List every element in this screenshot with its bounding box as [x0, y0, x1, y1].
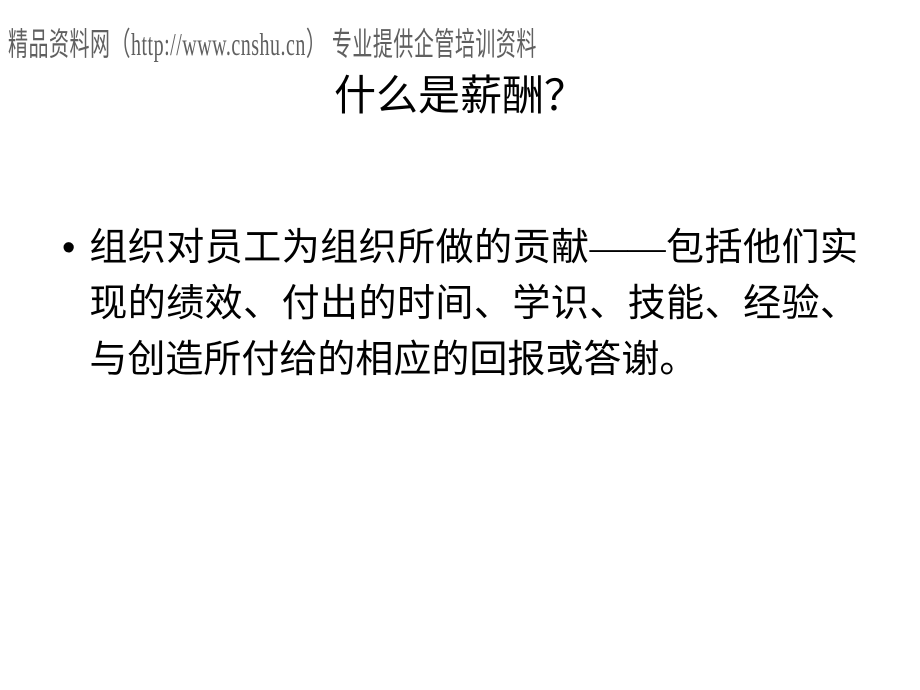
bullet-text: 组织对员工为组织所做的贡献——包括他们实现的绩效、付出的时间、学识、技能、经验、… [89, 220, 858, 388]
slide-title: 什么是薪酬？ [0, 62, 920, 123]
bullet-marker: • [62, 220, 75, 276]
bullet-item: • 组织对员工为组织所做的贡献——包括他们实现的绩效、付出的时间、学识、技能、经… [62, 220, 858, 388]
content-area: • 组织对员工为组织所做的贡献——包括他们实现的绩效、付出的时间、学识、技能、经… [62, 220, 858, 388]
watermark-text: 精品资料网（http://www.cnshu.cn） 专业提供企管培训资料 [8, 18, 537, 64]
